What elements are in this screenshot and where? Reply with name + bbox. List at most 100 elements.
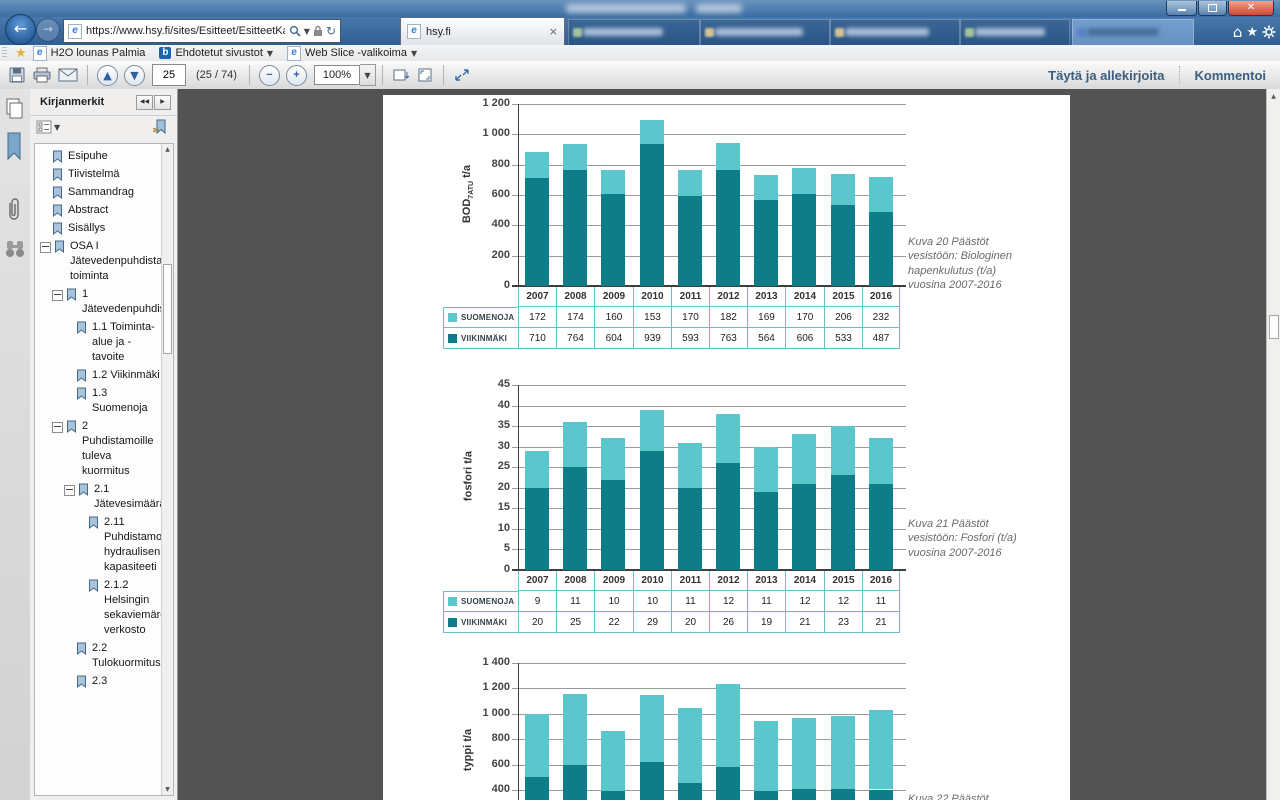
print-icon[interactable]: [32, 66, 52, 84]
save-icon[interactable]: [8, 66, 26, 84]
favorite-item-suggested[interactable]: b Ehdotetut sivustot ▼: [159, 47, 273, 59]
restore-button[interactable]: [1198, 1, 1227, 16]
bookmark-label[interactable]: 2.1.2 Helsingin sekaviemäröity verkosto: [104, 579, 174, 636]
background-tab[interactable]: [830, 19, 960, 46]
bookmark-item[interactable]: Esipuhe: [35, 149, 161, 164]
scroll-up-icon[interactable]: ▲: [165, 146, 170, 153]
bookmark-label[interactable]: 2.2 Tulokuormitus: [92, 642, 161, 669]
attachments-paperclip-icon[interactable]: [4, 197, 26, 223]
background-tab-highlighted[interactable]: [1072, 19, 1194, 46]
bookmark-item[interactable]: 1.1 Toiminta-alue ja -tavoite: [35, 320, 161, 365]
bookmark-label[interactable]: 2.3: [92, 675, 108, 687]
add-favorite-star-icon[interactable]: ★: [15, 45, 27, 61]
gridline: [512, 688, 906, 690]
expand-panel-button[interactable]: ▶: [154, 95, 171, 110]
zoom-out-button[interactable]: −: [258, 64, 280, 86]
bookmark-item[interactable]: 2.1.2 Helsingin sekaviemäröity verkosto: [35, 578, 174, 638]
scroll-mode-icon[interactable]: [392, 67, 410, 83]
bookmark-item[interactable]: OSA I Jätevedenpuhdistamojen toiminta: [35, 239, 173, 284]
gridline: [512, 446, 906, 448]
bookmarks-panel-icon[interactable]: [4, 131, 26, 161]
favorite-label[interactable]: Ehdotetut sivustot: [175, 47, 263, 59]
scrollbar-thumb[interactable]: [1269, 315, 1279, 339]
zoom-dropdown-button[interactable]: ▼: [359, 64, 376, 86]
toolbar-grip[interactable]: [2, 47, 7, 59]
bookmark-item[interactable]: Tiivistelmä: [35, 167, 161, 182]
bookmark-label[interactable]: Tiivistelmä: [68, 168, 120, 180]
collapse-minus-icon[interactable]: [52, 422, 63, 433]
next-page-button[interactable]: ▼: [124, 64, 145, 86]
fill-sign-button[interactable]: Täytä ja allekirjoita: [1048, 67, 1165, 83]
search-binoculars-icon[interactable]: [4, 237, 26, 261]
favorite-label[interactable]: H2O lounas Palmia: [50, 47, 146, 59]
bookmark-label[interactable]: Esipuhe: [68, 150, 108, 162]
scroll-up-icon[interactable]: ▲: [1271, 93, 1276, 100]
bookmark-item[interactable]: 2.2 Tulokuormitus: [35, 641, 161, 671]
scrollbar-thumb[interactable]: [163, 264, 172, 354]
tab-hsy[interactable]: e hsy.fi ×: [400, 17, 565, 45]
collapse-minus-icon[interactable]: [40, 242, 51, 253]
bookmark-item[interactable]: 2.3: [35, 674, 161, 689]
collapse-minus-icon[interactable]: [64, 485, 75, 496]
minimize-button[interactable]: [1166, 1, 1197, 16]
zoom-in-button[interactable]: +: [285, 64, 307, 86]
bookmark-item[interactable]: 2.1 Jätevesimäärä: [35, 482, 166, 512]
background-tab[interactable]: [568, 19, 700, 46]
previous-page-button[interactable]: ▲: [97, 64, 118, 86]
collapse-panel-button[interactable]: ◀◀: [136, 95, 153, 110]
fit-page-icon[interactable]: [416, 67, 434, 83]
bookmark-item[interactable]: Sammandrag: [35, 185, 161, 200]
background-tab[interactable]: [700, 19, 830, 46]
bookmark-label[interactable]: Sammandrag: [68, 186, 135, 198]
favorites-star-icon[interactable]: ★: [1246, 24, 1258, 40]
document-scrollbar[interactable]: ▲: [1266, 89, 1280, 800]
search-dropdown-caret[interactable]: ▼: [303, 26, 310, 36]
bookmarks-scrollbar[interactable]: ▲ ▼: [161, 144, 173, 795]
bookmark-item[interactable]: Abstract: [35, 203, 161, 218]
bookmark-label[interactable]: Sisällys: [68, 222, 106, 234]
refresh-icon[interactable]: ↻: [325, 24, 336, 38]
tab-close-icon[interactable]: ×: [548, 25, 558, 38]
new-bookmark-icon[interactable]: [152, 119, 169, 135]
y-axis-title: typpi t/a: [462, 728, 474, 772]
page-number-input[interactable]: [152, 64, 186, 86]
favorite-item-h2o[interactable]: e H2O lounas Palmia: [32, 45, 146, 61]
email-icon[interactable]: [58, 67, 78, 83]
y-tick-label: 1 000: [482, 127, 510, 140]
search-icon[interactable]: [289, 25, 301, 37]
bookmark-item[interactable]: Sisällys: [35, 221, 161, 236]
forward-button[interactable]: →: [36, 18, 60, 42]
bookmark-label[interactable]: 1.1 Toiminta-alue ja -tavoite: [92, 321, 155, 363]
fullscreen-icon[interactable]: [453, 67, 471, 83]
bookmark-item[interactable]: 2 Puhdistamoille tuleva kuormitus: [35, 419, 161, 479]
page-thumbnails-icon[interactable]: [4, 97, 26, 121]
settings-gear-icon[interactable]: [1262, 25, 1276, 39]
bookmark-item[interactable]: 1.2 Viikinmäki: [35, 368, 161, 383]
close-button[interactable]: ✕: [1228, 1, 1274, 16]
bookmark-label[interactable]: 1.3 Suomenoja: [92, 387, 148, 414]
bookmark-label[interactable]: 2.11 Puhdistamoiden hydraulisen kapasite…: [104, 516, 173, 573]
favorite-item-webslice[interactable]: e Web Slice -valikoima ▼: [287, 45, 417, 61]
y-tick-label: 35: [497, 419, 510, 432]
options-menu-button[interactable]: ▼: [36, 120, 60, 134]
comment-button[interactable]: Kommentoi: [1194, 67, 1267, 83]
bookmark-item[interactable]: 1.3 Suomenoja: [35, 386, 161, 416]
back-button[interactable]: ←: [5, 14, 36, 45]
bookmark-label[interactable]: 1.2 Viikinmäki: [92, 369, 160, 381]
background-tab[interactable]: [960, 19, 1070, 46]
url-text[interactable]: https://www.hsy.fi/sites/Esitteet/Esitte…: [86, 25, 285, 37]
bookmark-label[interactable]: OSA I Jätevedenpuhdistamojen toiminta: [70, 240, 173, 282]
bookmark-label[interactable]: 1 Jätevedenpuhdistamot: [82, 288, 173, 315]
favorite-label[interactable]: Web Slice -valikoima: [305, 47, 407, 59]
bookmark-label[interactable]: 2 Puhdistamoille tuleva kuormitus: [82, 420, 154, 477]
bookmark-label[interactable]: 2.1 Jätevesimäärä: [94, 483, 166, 510]
home-icon[interactable]: ⌂: [1232, 23, 1243, 41]
zoom-level-value[interactable]: 100%: [313, 65, 360, 85]
address-bar[interactable]: e https://www.hsy.fi/sites/Esitteet/Esit…: [63, 19, 341, 43]
bookmark-item[interactable]: 2.11 Puhdistamoiden hydraulisen kapasite…: [35, 515, 173, 575]
scroll-down-icon[interactable]: ▼: [165, 786, 170, 793]
collapse-minus-icon[interactable]: [52, 290, 63, 301]
y-tick-label: 10: [497, 521, 510, 534]
bookmark-item[interactable]: 1 Jätevedenpuhdistamot: [35, 287, 173, 317]
bookmark-label[interactable]: Abstract: [68, 204, 109, 216]
